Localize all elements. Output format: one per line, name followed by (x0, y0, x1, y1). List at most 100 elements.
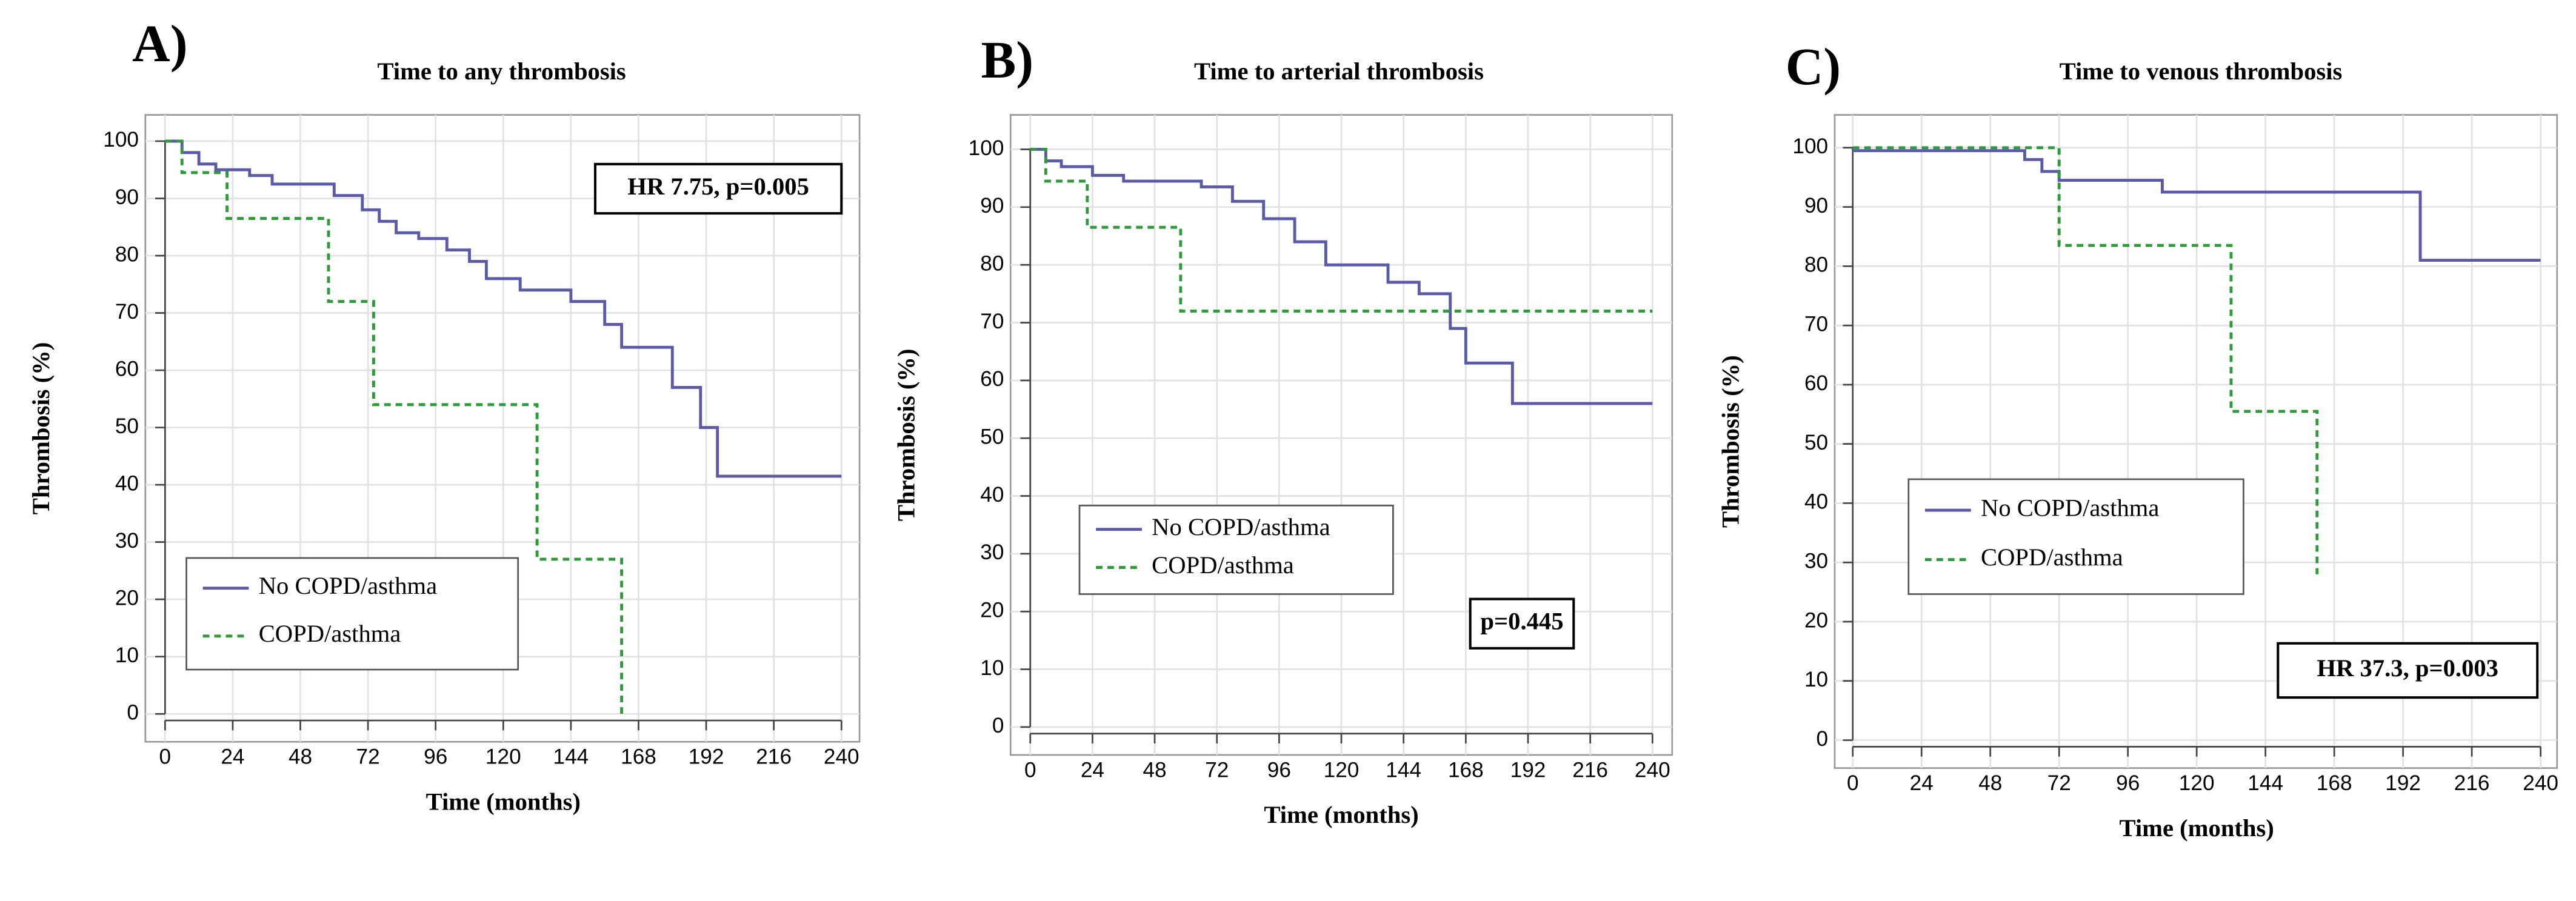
x-tick-label: 240 (1635, 758, 1670, 782)
y-tick-label: 70 (1804, 312, 1828, 336)
y-tick-label: 70 (980, 310, 1004, 333)
x-tick-label: 72 (356, 745, 380, 769)
y-tick-label: 30 (980, 540, 1004, 564)
y-tick-label: 100 (103, 128, 139, 151)
chart-title: Time to arterial thrombosis (1194, 58, 1484, 85)
y-tick-label: 70 (115, 300, 139, 324)
legend-label: COPD/asthma (1981, 544, 2123, 571)
y-tick-label: 30 (1804, 550, 1828, 573)
survival-curve (165, 139, 842, 478)
x-axis-label: Time (months) (2120, 814, 2274, 842)
legend-box (1078, 504, 1394, 595)
legend-label: COPD/asthma (1152, 551, 1294, 579)
survival-curve (165, 139, 624, 714)
y-tick-label: 100 (969, 136, 1004, 160)
x-tick-label: 72 (2047, 771, 2071, 795)
y-tick-label: 100 (1792, 135, 1828, 158)
y-tick-label: 0 (1817, 727, 1829, 751)
x-tick-label: 192 (689, 745, 724, 769)
y-tick-label: 50 (1804, 431, 1828, 454)
y-tick-label: 10 (1804, 668, 1828, 691)
x-tick-label: 192 (1510, 758, 1546, 782)
y-tick-label: 0 (127, 701, 139, 725)
y-tick-label: 40 (115, 471, 139, 495)
x-tick-label: 96 (1267, 758, 1291, 782)
x-tick-label: 0 (1024, 758, 1036, 782)
x-tick-label: 120 (486, 745, 521, 769)
y-tick-label: 30 (115, 529, 139, 553)
y-tick-label: 80 (1804, 253, 1828, 277)
legend-label: No COPD/asthma (1981, 494, 2159, 521)
x-tick-label: 216 (756, 745, 792, 769)
x-tick-label: 0 (159, 745, 172, 769)
x-tick-label: 192 (2385, 771, 2421, 795)
panel: 0 24 48 72 96 120 144 168 192 216 240 0 10 20 30 40 50 60… (893, 31, 1673, 828)
y-tick-label: 0 (992, 714, 1004, 737)
x-tick-label: 120 (1324, 758, 1360, 782)
panel: 0 24 48 72 96 120 144 168 192 216 240 0 10 20 30 40 50 60… (27, 15, 861, 816)
y-tick-label: 80 (115, 242, 139, 266)
x-tick-label: 96 (424, 745, 447, 769)
annotation-box (2277, 642, 2539, 699)
panel-label: C) (1786, 38, 1841, 96)
panel-label: A) (132, 15, 187, 73)
x-tick-label: 168 (621, 745, 656, 769)
y-tick-label: 40 (1804, 490, 1828, 514)
survival-curve (1852, 146, 2319, 574)
y-tick-label: 60 (1804, 371, 1828, 395)
y-tick-label: 20 (115, 586, 139, 610)
x-axis-label: Time (months) (1264, 801, 1418, 828)
annotation-box (593, 162, 843, 215)
y-tick-label: 20 (1804, 608, 1828, 632)
y-tick-label: 60 (980, 367, 1004, 391)
x-tick-label: 216 (2454, 771, 2490, 795)
x-tick-label: 24 (221, 745, 244, 769)
x-tick-label: 24 (1081, 758, 1104, 782)
legend-box (185, 557, 519, 671)
annotation-box (1469, 597, 1575, 650)
x-tick-label: 48 (1978, 771, 2002, 795)
annotation: HR 7.75, p=0.005 (627, 173, 809, 200)
x-tick-label: 72 (1205, 758, 1229, 782)
y-tick-label: 20 (980, 599, 1004, 622)
survival-curve (1030, 148, 1653, 405)
x-tick-label: 0 (1847, 771, 1859, 795)
x-tick-label: 240 (824, 745, 859, 769)
legend-label: COPD/asthma (259, 620, 401, 647)
y-tick-label: 80 (980, 251, 1004, 275)
panel-label: B) (981, 31, 1033, 89)
y-axis-label: Thrombosis (%) (1717, 355, 1744, 528)
x-tick-label: 216 (1572, 758, 1608, 782)
legend-label: No COPD/asthma (259, 572, 437, 599)
panel: 0 24 48 72 96 120 144 168 192 216 240 0 10 20 30 40 50 60… (1717, 38, 2558, 842)
y-tick-label: 10 (115, 643, 139, 667)
x-tick-label: 144 (2247, 771, 2283, 795)
legend-label: No COPD/asthma (1152, 513, 1330, 540)
chart-title: Time to venous thrombosis (2060, 58, 2343, 85)
y-tick-label: 90 (980, 194, 1004, 218)
y-tick-label: 90 (115, 185, 139, 209)
annotation: p=0.445 (1480, 608, 1563, 635)
y-tick-label: 60 (115, 357, 139, 381)
x-axis-label: Time (months) (426, 788, 581, 816)
x-tick-label: 24 (1910, 771, 1934, 795)
y-axis-label: Thrombosis (%) (27, 342, 55, 515)
y-tick-label: 90 (1804, 194, 1828, 218)
x-tick-label: 48 (1143, 758, 1166, 782)
x-tick-label: 96 (2116, 771, 2140, 795)
x-tick-label: 120 (2179, 771, 2215, 795)
y-tick-label: 50 (980, 425, 1004, 448)
x-tick-label: 168 (1448, 758, 1484, 782)
chart-title: Time to any thrombosis (377, 58, 626, 85)
y-axis-label: Thrombosis (%) (893, 348, 920, 521)
y-tick-label: 10 (980, 656, 1004, 680)
x-tick-label: 240 (2523, 771, 2558, 795)
y-tick-label: 50 (115, 414, 139, 438)
x-tick-label: 144 (553, 745, 589, 769)
x-tick-label: 48 (289, 745, 312, 769)
y-tick-label: 40 (980, 483, 1004, 507)
x-tick-label: 144 (1386, 758, 1421, 782)
annotation: HR 37.3, p=0.003 (2317, 654, 2498, 682)
x-tick-label: 168 (2317, 771, 2352, 795)
